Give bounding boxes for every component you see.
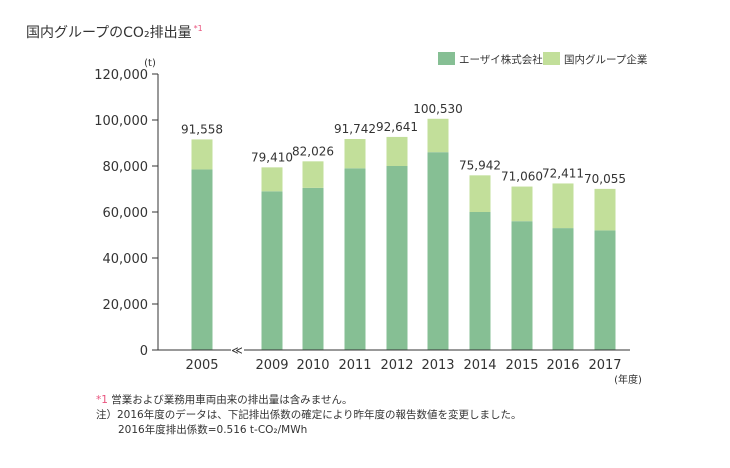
x-tick-label: 2015 — [505, 358, 538, 373]
bar-total-label: 82,026 — [292, 144, 334, 158]
footnote-2: 注）2016年度のデータは、下記排出係数の確定により昨年度の報告数値を変更しまし… — [96, 409, 522, 421]
bar-segment-eisai — [511, 221, 533, 350]
bar-segment-eisai — [261, 191, 283, 350]
x-tick-label: 2009 — [255, 358, 288, 373]
bar-segment-group — [386, 136, 408, 166]
legend-label: 国内グループ企業 — [564, 53, 648, 66]
bar-segment-group — [594, 188, 616, 231]
chart-title: 国内グループのCO₂排出量 *1 — [26, 22, 203, 42]
axis-break-mark: ≪ — [231, 344, 243, 357]
bar-segment-group — [511, 186, 533, 222]
bar-total-label: 71,060 — [501, 170, 543, 184]
y-tick-label: 100,000 — [94, 114, 148, 129]
bar-segment-group — [191, 139, 213, 170]
y-tick-label: 80,000 — [103, 160, 149, 175]
x-tick-label: 2016 — [546, 358, 579, 373]
legend-label: エーザイ株式会社 — [459, 53, 543, 66]
title-note-mark: *1 — [193, 24, 203, 34]
bar-total-label: 100,530 — [413, 102, 463, 116]
x-tick-label: 2017 — [588, 358, 621, 373]
y-tick-label: 60,000 — [103, 206, 149, 221]
x-tick-label: 2013 — [421, 358, 454, 373]
bar-segment-group — [552, 183, 574, 229]
bar-total-label: 72,411 — [542, 166, 584, 180]
x-unit-label: (年度) — [614, 373, 642, 386]
x-tick-label: 2012 — [380, 358, 413, 373]
y-tick-label: 120,000 — [94, 68, 148, 83]
bar-segment-group — [469, 175, 491, 212]
y-tick-label: 0 — [140, 344, 148, 359]
footnote-1: *1 営業および業務用車両由来の排出量は含みません。 — [96, 393, 522, 408]
bar-segment-eisai — [594, 230, 616, 350]
footnote-1-mark: *1 — [96, 394, 108, 406]
bar-total-label: 75,942 — [459, 158, 501, 172]
x-tick-label: 2014 — [463, 358, 496, 373]
bar-total-label: 70,055 — [584, 172, 626, 186]
bar-segment-group — [302, 161, 324, 188]
bar-segment-eisai — [302, 187, 324, 350]
bar-segment-group — [344, 138, 366, 169]
y-tick-label: 40,000 — [103, 252, 149, 267]
bar-segment-eisai — [469, 212, 491, 350]
footnotes: *1 営業および業務用車両由来の排出量は含みません。 注）2016年度のデータは… — [96, 393, 522, 438]
x-tick-label: 2010 — [296, 358, 329, 373]
chart-title-text: 国内グループのCO₂排出量 — [26, 25, 192, 41]
bar-total-label: 91,558 — [181, 122, 223, 136]
x-tick-label: 2011 — [338, 358, 371, 373]
footnote-3: 2016年度排出係数=0.516 t-CO₂/MWh — [118, 424, 308, 436]
bar-segment-group — [261, 167, 283, 192]
bar-segment-eisai — [552, 228, 574, 350]
bar-segment-eisai — [386, 166, 408, 350]
bar-segment-eisai — [191, 169, 213, 350]
bar-segment-eisai — [344, 168, 366, 350]
y-unit-label: (t) — [144, 58, 156, 69]
y-tick-label: 20,000 — [103, 298, 149, 313]
legend-swatch — [438, 52, 455, 65]
bar-total-label: 79,410 — [251, 150, 293, 164]
bar-total-label: 92,641 — [376, 120, 418, 134]
bar-total-label: 91,742 — [334, 122, 376, 136]
bar-segment-eisai — [427, 152, 449, 350]
legend-swatch — [543, 52, 560, 65]
x-tick-label: 2005 — [185, 358, 218, 373]
footnote-1-text: 営業および業務用車両由来の排出量は含みません。 — [107, 394, 353, 406]
co2-emissions-bar-chart: (t) 0 20,000 40,000 60,000 80,000 100,000 120,0… — [94, 52, 648, 386]
bar-segment-group — [427, 118, 449, 153]
